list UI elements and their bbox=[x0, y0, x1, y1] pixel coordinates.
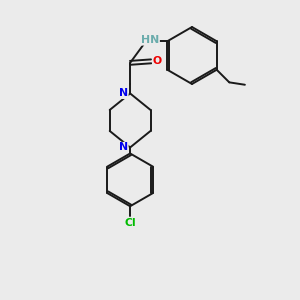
Text: Cl: Cl bbox=[124, 218, 136, 228]
Text: HN: HN bbox=[141, 35, 159, 45]
Text: O: O bbox=[153, 56, 162, 66]
Text: N: N bbox=[119, 142, 128, 152]
Text: N: N bbox=[119, 88, 128, 98]
